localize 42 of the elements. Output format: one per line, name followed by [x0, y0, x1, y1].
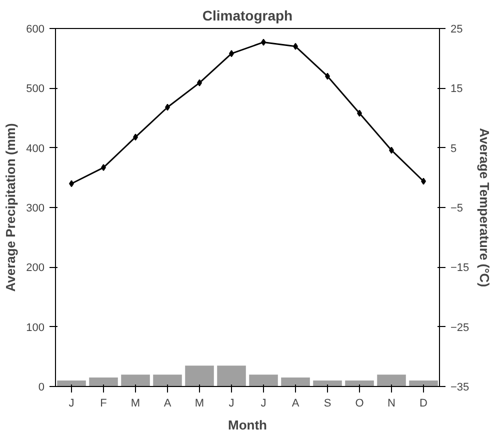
x-tick-label: O	[355, 398, 364, 410]
bar	[57, 380, 86, 386]
x-axis-title: Month	[228, 418, 268, 432]
y2-tick-label: 15	[450, 83, 463, 96]
y2-tick-label: 25	[450, 24, 463, 36]
x-tick-label: N	[388, 398, 396, 410]
bar	[153, 374, 182, 386]
y-tick-label: 500	[26, 83, 45, 96]
x-tick-label: J	[260, 398, 266, 410]
y2-tick-label: −35	[450, 382, 470, 394]
y2-tick-label: −5	[450, 202, 464, 214]
bar	[345, 380, 374, 386]
bar	[281, 378, 310, 386]
x-tick-label: J	[228, 398, 234, 410]
bar	[217, 366, 246, 386]
y2-tick-label: −15	[450, 262, 470, 274]
chart-title: Climatograph	[202, 8, 293, 24]
x-tick-label: M	[130, 398, 140, 410]
bar	[377, 374, 406, 386]
y2-tick-label: 5	[450, 142, 457, 155]
x-tick-label: J	[68, 398, 74, 410]
bar	[249, 374, 278, 386]
y-axis-title: Average Precipitation (mm)	[3, 123, 18, 292]
y-tick-label: 200	[26, 262, 45, 274]
x-tick-label: A	[164, 398, 172, 410]
y-tick-label: 0	[38, 382, 45, 394]
y-tick-label: 300	[26, 202, 45, 214]
bar	[409, 380, 438, 386]
y-tick-label: 600	[26, 24, 45, 36]
bar	[185, 366, 214, 386]
y2-axis-title: Average Temperature (°C)	[477, 128, 492, 288]
bar	[121, 374, 150, 386]
x-tick-label: S	[324, 398, 332, 410]
bar	[89, 378, 118, 386]
x-tick-label: D	[420, 398, 428, 410]
y-tick-label: 400	[26, 142, 45, 155]
x-tick-label: A	[292, 398, 300, 410]
x-tick-label: M	[194, 398, 204, 410]
bar	[313, 380, 342, 386]
x-tick-label: F	[100, 398, 108, 410]
y-tick-label: 100	[26, 322, 45, 334]
y2-tick-label: −25	[450, 322, 470, 334]
